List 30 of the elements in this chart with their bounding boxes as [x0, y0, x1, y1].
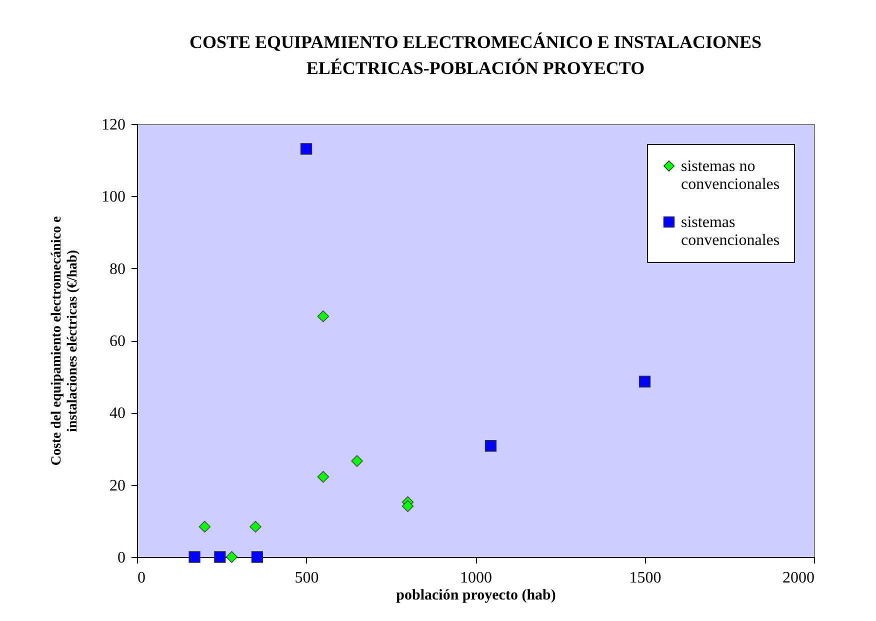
- y-tick-label: 60: [110, 333, 126, 350]
- point: [317, 471, 329, 483]
- x-tick-label: 1500: [629, 570, 662, 586]
- point: [300, 143, 312, 155]
- point: [402, 500, 414, 512]
- point: [351, 455, 363, 467]
- point: [638, 376, 651, 388]
- y-tick-label: 0: [118, 550, 126, 566]
- y-axis-title: Coste del equipamiento electromecánico e instalaciones eléctricas (€/hab): [50, 216, 80, 466]
- point: [317, 310, 329, 322]
- x-tick-label: 500: [294, 570, 319, 586]
- y-tick-label: 80: [110, 260, 126, 278]
- y-tick-label: 100: [102, 188, 126, 206]
- legend-label: sistemas no convencionales: [681, 158, 780, 193]
- point: [250, 520, 262, 533]
- x-tick-label: 2000: [782, 570, 814, 586]
- point: [214, 551, 226, 563]
- point: [188, 551, 200, 563]
- chart-title: COSTE EQUIPAMIENTO ELECTROMECÁNICO E INSTALACIONES ELÉCTRICAS-POBLACIÓN PROYECTO: [189, 32, 762, 78]
- point: [484, 440, 497, 452]
- x-axis-title: población proyecto (hab): [396, 588, 556, 604]
- y-tick-label: 40: [110, 405, 126, 422]
- x-tick-label: 0: [138, 570, 146, 586]
- x-tick-label: 1000: [460, 570, 492, 586]
- y-tick-label: 120: [102, 116, 126, 134]
- point: [198, 520, 211, 533]
- point: [251, 551, 263, 563]
- point: [226, 551, 238, 563]
- y-tick-label: 20: [110, 477, 126, 494]
- legend-label: sistemas convencionales: [681, 214, 780, 249]
